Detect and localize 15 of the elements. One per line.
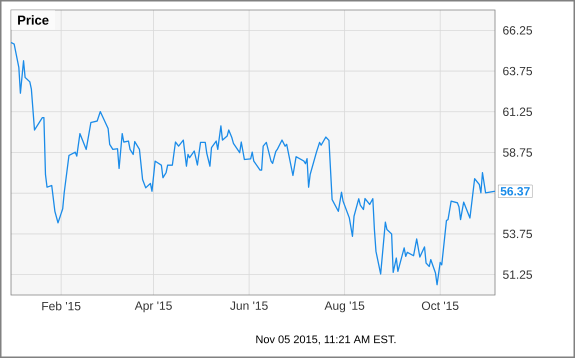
y-tick-label: 66.25 (503, 26, 532, 35)
x-tick-label: Aug '15 (324, 302, 364, 312)
y-tick-label: 58.75 (503, 148, 532, 157)
line-series (10, 42, 496, 286)
annotation: 56.37 (500, 186, 530, 196)
x-tick-label: Oct '15 (422, 302, 458, 310)
y-tick-label: 53.75 (503, 230, 532, 238)
x-tick-label: Jun '15 (230, 302, 268, 310)
y-tick-label: 61.25 (503, 108, 532, 116)
chart-title: Price (18, 15, 49, 25)
x-tick-label: Feb '15 (42, 302, 80, 310)
text: Nov 05 2015, 11:21 AM EST. (256, 335, 396, 345)
y-tick-label: 63.75 (503, 66, 532, 76)
y-tick-label: 51.25 (503, 270, 532, 279)
x-tick-label: Apr '15 (134, 302, 172, 312)
